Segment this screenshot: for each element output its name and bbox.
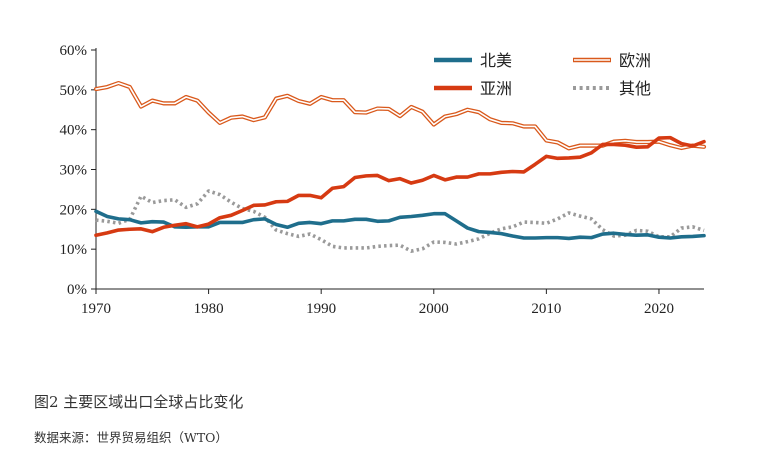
- axes: 0% 10% 20% 30% 40% 50% 60% 1970 1980 1990 2000 2010…: [60, 43, 704, 317]
- y-tick-label: 50%: [60, 83, 88, 99]
- legend-item-0: 北美: [434, 51, 512, 70]
- legend-label: 欧洲: [619, 51, 651, 70]
- legend-label: 其他: [619, 79, 651, 98]
- x-tick-label: 1970: [81, 301, 111, 317]
- x-tick-label: 2010: [531, 301, 561, 317]
- y-tick-label: 60%: [60, 43, 88, 59]
- y-tick-label: 40%: [60, 123, 88, 139]
- series-line: [95, 189, 705, 253]
- y-tick-label: 20%: [60, 202, 88, 218]
- series-line-inner: [95, 82, 705, 150]
- series-2: [94, 135, 706, 238]
- series-line: [94, 135, 706, 238]
- legend-label: 亚洲: [480, 79, 512, 98]
- legend-label: 北美: [480, 51, 512, 70]
- legend-item-2: 亚洲: [434, 79, 512, 98]
- x-tick-label: 2020: [644, 301, 674, 317]
- y-tick-label: 10%: [60, 242, 88, 258]
- legend-item-3: 其他: [573, 79, 651, 98]
- figure-caption: 图2 主要区域出口全球占比变化: [34, 393, 244, 411]
- x-tick-label: 2000: [419, 301, 449, 317]
- legend-item-1: 欧洲: [573, 51, 651, 70]
- data-source: 数据来源：世界贸易组织（WTO）: [34, 430, 228, 445]
- y-tick-label: 0%: [67, 282, 87, 298]
- series-3: [95, 189, 705, 253]
- x-tick-label: 1990: [306, 301, 336, 317]
- series-layer: [93, 80, 707, 253]
- line-chart: 0% 10% 20% 30% 40% 50% 60% 1970 1980 1990 2000 2010…: [60, 43, 707, 317]
- x-tick-label: 1980: [194, 301, 224, 317]
- series-1: [93, 80, 707, 151]
- y-tick-label: 30%: [60, 163, 88, 179]
